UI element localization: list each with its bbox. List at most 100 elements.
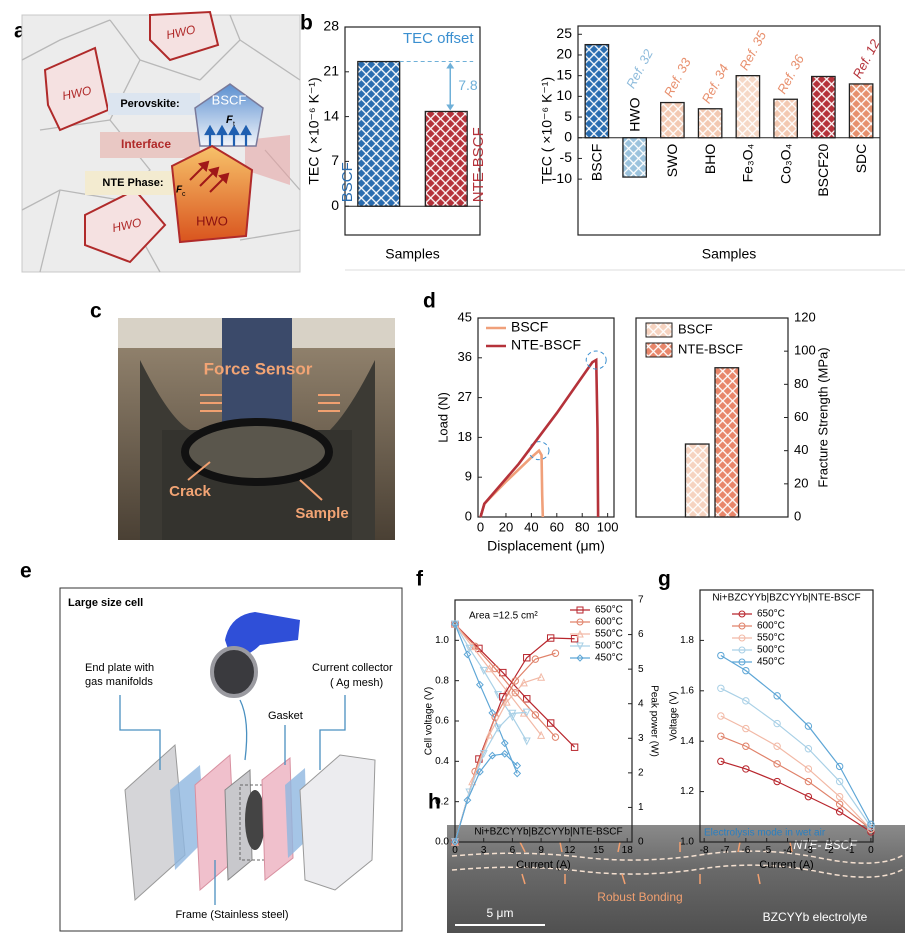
y-tick-label: 7: [331, 152, 339, 168]
marker: [742, 697, 750, 705]
series-line: [479, 357, 600, 518]
legend-label: 550°C: [757, 633, 785, 644]
category-label: NTE-BSCF: [470, 127, 487, 202]
cell: [245, 790, 265, 850]
marker: [773, 692, 781, 700]
y-tick-label: 10: [556, 87, 572, 103]
x-tick-label: 20: [499, 519, 513, 534]
legend-label: 500°C: [595, 641, 623, 652]
y-tick-label: 14: [323, 107, 339, 123]
x-axis-label: Current (A): [759, 859, 813, 871]
panel-label: e: [20, 560, 32, 583]
marker: [531, 655, 540, 663]
panel-label: d: [423, 290, 436, 313]
legend-label: 450°C: [757, 657, 785, 668]
subtitle: Ni+BZCYYb|BZCYYb|NTE-BSCF: [712, 593, 860, 604]
part-label: ( Ag mesh): [330, 677, 383, 689]
x-tick-label: 0: [868, 845, 874, 856]
marker: [491, 664, 499, 673]
panel-e: Large size cell End plate with gas manif…: [59, 587, 403, 932]
series-line: [720, 687, 872, 828]
force-subscript: t: [233, 121, 235, 128]
band: [108, 93, 200, 115]
marker: [835, 808, 844, 816]
y-axis-label: Load (N): [436, 392, 451, 443]
y-tick-label: 0.0: [435, 837, 449, 848]
y-tick-label: 1.0: [435, 635, 449, 646]
panel-label: g: [658, 568, 671, 591]
interface-line: [451, 850, 906, 864]
series-line: [479, 448, 545, 518]
marker: [804, 745, 813, 753]
marker: [717, 684, 725, 692]
marker: [576, 606, 584, 614]
annotation: TEC offset: [403, 30, 474, 47]
marker: [835, 777, 844, 786]
marker: [502, 686, 511, 695]
marker: [488, 751, 497, 760]
sem-label: BZCYYb electrolyte: [763, 910, 868, 924]
category-label: BSCF: [589, 144, 605, 181]
marker: [513, 769, 522, 778]
y-tick-label: 3: [638, 733, 644, 744]
bar: [424, 110, 468, 207]
panel-label: b: [300, 12, 313, 35]
force-arrows: [187, 394, 340, 501]
y-tick-label: 5: [638, 664, 644, 675]
category-label: BHO: [702, 144, 718, 174]
leader-lines: [119, 695, 346, 905]
marker: [742, 765, 750, 773]
y-tick-label: 0: [465, 508, 472, 523]
y-tick-label: 1.2: [680, 786, 694, 797]
x-tick-label: 0: [452, 845, 458, 856]
marker: [499, 668, 507, 677]
legend-label: 450°C: [595, 653, 623, 664]
series-line: [454, 623, 518, 774]
marker: [522, 708, 531, 717]
marker: [717, 732, 725, 740]
x-tick-label: -4: [783, 845, 792, 856]
hwo-label: HWO: [111, 215, 143, 235]
y-tick-label: 4: [638, 698, 644, 709]
reference-label: Ref. 33: [661, 55, 694, 100]
series-line: [720, 735, 872, 830]
y-tick-label: 0.8: [435, 675, 449, 686]
y-axis-label: TEC ( ×10⁻⁶ K⁻¹): [539, 77, 555, 184]
marker: [513, 761, 522, 770]
annotation: Area =12.5 cm²: [469, 611, 538, 622]
marker: [500, 749, 509, 758]
y-tick-label: 40: [794, 442, 808, 457]
series-line: [454, 753, 518, 843]
series-line: [454, 623, 576, 748]
y-tick-label: 2: [638, 767, 644, 778]
marker: [717, 651, 725, 660]
bar: [811, 75, 836, 139]
bar: [660, 101, 685, 139]
y-tick-label: 6: [638, 629, 644, 640]
y-tick-label: 0.4: [435, 756, 449, 767]
y-tick-label: 0.2: [435, 796, 449, 807]
y-tick-label: 36: [458, 349, 472, 364]
cell-disc: [210, 646, 258, 698]
y-tick-label: -10: [552, 170, 572, 186]
marker: [742, 742, 750, 750]
legend-label: BSCF: [511, 319, 548, 335]
marker: [508, 709, 517, 718]
marker: [742, 666, 750, 675]
category-label: Fe₃O₄: [740, 143, 756, 182]
marker: [475, 680, 484, 689]
marker: [531, 711, 540, 719]
bar: [773, 98, 798, 139]
y-tick-label: 60: [794, 409, 808, 424]
marker: [523, 695, 531, 703]
legend-label: 650°C: [595, 605, 623, 616]
legend-label: NTE-BSCF: [511, 337, 581, 353]
marker: [463, 650, 472, 659]
y-tick-label: 100: [794, 343, 816, 358]
box-title: Large size cell: [68, 597, 143, 609]
hwo-grain: [43, 46, 110, 132]
y-tick-label: 5: [564, 108, 572, 124]
compression-arrows: [189, 160, 230, 193]
force-label: F: [226, 114, 233, 126]
